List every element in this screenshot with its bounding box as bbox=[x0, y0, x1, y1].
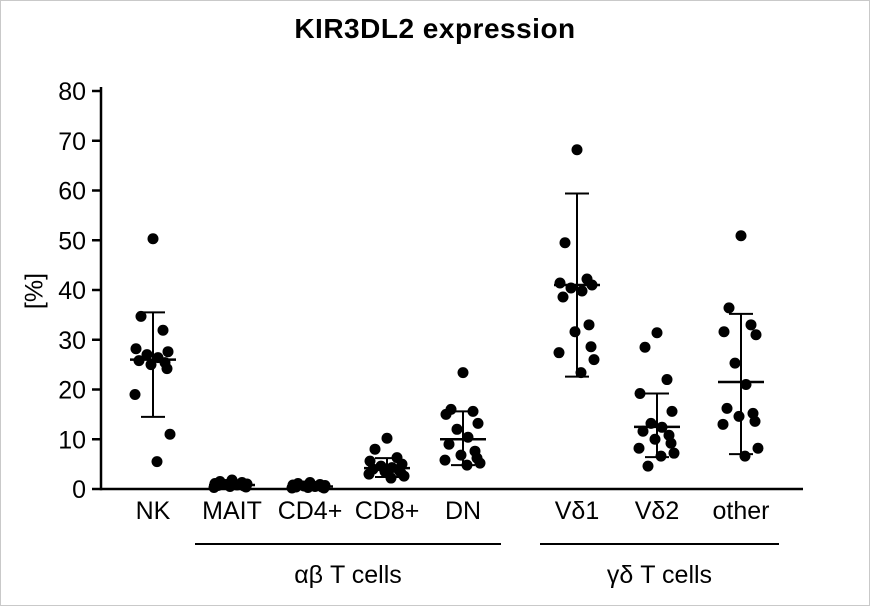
data-point bbox=[585, 341, 597, 353]
data-point bbox=[745, 319, 757, 331]
data-point bbox=[571, 144, 583, 156]
data-point bbox=[637, 425, 649, 437]
data-point bbox=[162, 346, 174, 358]
data-point bbox=[588, 354, 600, 366]
data-point bbox=[385, 472, 397, 484]
chart-title: KIR3DL2 expression bbox=[294, 13, 576, 44]
category-label: NK bbox=[136, 497, 171, 525]
y-tick-label: 70 bbox=[58, 128, 86, 156]
data-point bbox=[661, 374, 673, 386]
data-point bbox=[740, 379, 752, 391]
data-point bbox=[586, 279, 598, 291]
data-point bbox=[723, 302, 735, 314]
data-point bbox=[147, 233, 159, 245]
data-point bbox=[565, 282, 577, 294]
data-point bbox=[461, 459, 473, 471]
y-tick-label: 60 bbox=[58, 178, 86, 206]
category-label: CD8+ bbox=[355, 497, 420, 525]
data-point bbox=[733, 410, 745, 422]
data-point bbox=[363, 468, 375, 480]
y-tick-label: 40 bbox=[58, 277, 86, 305]
data-point bbox=[286, 482, 298, 494]
group-label: αβ T cells bbox=[294, 561, 402, 589]
data-point bbox=[656, 421, 668, 433]
data-point bbox=[318, 482, 330, 494]
data-point bbox=[651, 327, 663, 339]
data-point bbox=[645, 417, 657, 429]
data-point bbox=[381, 432, 393, 444]
data-point bbox=[718, 326, 730, 338]
y-tick-label: 50 bbox=[58, 227, 86, 255]
data-point bbox=[666, 405, 678, 417]
y-tick-label: 80 bbox=[58, 78, 86, 106]
category-label: MAIT bbox=[202, 497, 262, 525]
data-point bbox=[557, 291, 569, 303]
data-point bbox=[575, 367, 587, 379]
data-point bbox=[665, 437, 677, 449]
data-point bbox=[668, 447, 680, 459]
data-point bbox=[554, 277, 566, 289]
data-point bbox=[224, 481, 236, 493]
data-point bbox=[655, 450, 667, 462]
y-tick-label: 0 bbox=[72, 476, 86, 504]
y-tick-label: 10 bbox=[58, 426, 86, 454]
data-point bbox=[457, 367, 469, 379]
data-point bbox=[157, 324, 169, 336]
data-point bbox=[735, 230, 747, 242]
data-point bbox=[141, 349, 153, 361]
group-label: γδ T cells bbox=[607, 561, 712, 589]
data-point bbox=[129, 388, 141, 400]
data-point bbox=[752, 442, 764, 454]
data-point bbox=[161, 363, 173, 375]
data-point bbox=[642, 460, 654, 472]
category-label: DN bbox=[445, 497, 481, 525]
data-point bbox=[440, 408, 452, 420]
data-point bbox=[398, 470, 410, 482]
y-tick-label: 30 bbox=[58, 327, 86, 355]
data-point bbox=[302, 482, 314, 494]
data-point bbox=[439, 454, 451, 466]
data-point bbox=[451, 423, 463, 435]
data-point bbox=[634, 387, 646, 399]
data-point bbox=[208, 482, 220, 494]
data-point bbox=[472, 417, 484, 429]
data-point bbox=[145, 359, 157, 371]
data-point bbox=[649, 433, 661, 445]
data-point bbox=[639, 341, 651, 353]
data-point bbox=[474, 457, 486, 469]
data-point bbox=[576, 285, 588, 297]
data-point bbox=[569, 326, 581, 338]
data-point bbox=[553, 347, 565, 359]
data-point bbox=[739, 450, 751, 462]
category-label: Vδ1 bbox=[555, 497, 600, 525]
data-point bbox=[130, 343, 142, 355]
data-point bbox=[133, 355, 145, 367]
data-point bbox=[135, 310, 147, 322]
data-point bbox=[633, 442, 645, 454]
data-point bbox=[749, 415, 761, 427]
data-point bbox=[467, 405, 479, 417]
data-point bbox=[721, 402, 733, 414]
data-point bbox=[729, 357, 741, 369]
category-label: Vδ2 bbox=[635, 497, 680, 525]
data-point bbox=[750, 329, 762, 341]
data-point bbox=[455, 449, 467, 461]
data-point bbox=[462, 431, 474, 443]
data-point bbox=[559, 237, 571, 249]
data-point bbox=[240, 481, 252, 493]
category-label: CD4+ bbox=[278, 497, 343, 525]
data-point bbox=[717, 418, 729, 430]
data-point bbox=[164, 428, 176, 440]
y-tick-label: 20 bbox=[58, 377, 86, 405]
data-point bbox=[443, 438, 455, 450]
data-point bbox=[369, 443, 381, 455]
category-label: other bbox=[713, 497, 770, 525]
data-point bbox=[583, 319, 595, 331]
data-point bbox=[151, 456, 163, 468]
